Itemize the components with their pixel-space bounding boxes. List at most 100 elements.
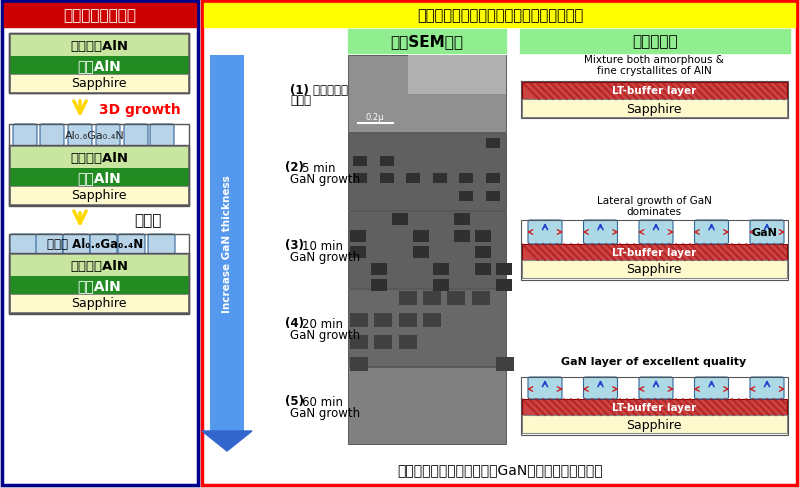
Text: Sapphire: Sapphire <box>71 189 126 202</box>
Bar <box>371 280 387 291</box>
Bar <box>9 34 189 94</box>
Text: 0.2μ: 0.2μ <box>366 112 384 121</box>
Text: LT-buffer layer: LT-buffer layer <box>612 402 696 412</box>
Bar <box>520 30 790 54</box>
Text: 60 min: 60 min <box>302 395 343 407</box>
Bar <box>350 335 368 349</box>
Text: 平坦化: 平坦化 <box>134 213 162 228</box>
FancyBboxPatch shape <box>528 221 562 244</box>
Text: 20 min: 20 min <box>302 317 343 330</box>
Text: (4): (4) <box>285 317 304 330</box>
Bar <box>447 291 466 305</box>
Text: Sapphire: Sapphire <box>626 263 682 276</box>
Bar <box>348 134 506 210</box>
Bar <box>475 230 491 242</box>
Text: GaN growth: GaN growth <box>290 328 360 341</box>
Text: 溅射AlN: 溅射AlN <box>77 59 121 73</box>
Text: 3D growth: 3D growth <box>99 103 181 117</box>
Bar <box>434 263 450 275</box>
Text: 高品质 Al₀.₆Ga₀.₄N: 高品质 Al₀.₆Ga₀.₄N <box>47 238 143 251</box>
Bar <box>380 156 394 166</box>
FancyBboxPatch shape <box>118 235 145 254</box>
FancyBboxPatch shape <box>148 235 175 254</box>
FancyBboxPatch shape <box>583 377 618 399</box>
Bar <box>353 156 367 166</box>
Bar <box>392 214 408 225</box>
Text: Sapphire: Sapphire <box>71 77 126 90</box>
FancyBboxPatch shape <box>583 221 618 244</box>
FancyBboxPatch shape <box>694 377 729 399</box>
Bar <box>380 174 394 184</box>
Bar <box>398 313 417 327</box>
Bar <box>9 253 189 313</box>
Bar <box>398 291 417 305</box>
Text: 5 min: 5 min <box>302 161 335 174</box>
FancyBboxPatch shape <box>694 221 729 244</box>
Bar <box>348 212 506 288</box>
Bar <box>522 100 787 118</box>
Text: Lateral growth of GaN: Lateral growth of GaN <box>597 196 711 205</box>
Bar <box>350 230 366 242</box>
Bar <box>521 82 788 119</box>
Bar <box>413 246 429 259</box>
Bar <box>522 415 787 433</box>
Text: Al₀.₆Ga₀.₄N: Al₀.₆Ga₀.₄N <box>65 131 125 141</box>
Bar <box>454 230 470 242</box>
FancyBboxPatch shape <box>150 125 174 147</box>
Text: Sapphire: Sapphire <box>71 297 126 310</box>
FancyBboxPatch shape <box>68 125 92 147</box>
Bar <box>9 34 189 94</box>
Text: Increase GaN thickness: Increase GaN thickness <box>222 175 232 312</box>
Bar <box>348 367 506 444</box>
Text: 10 min: 10 min <box>302 239 343 252</box>
Bar <box>10 35 188 57</box>
Text: Sapphire: Sapphire <box>626 418 682 430</box>
FancyBboxPatch shape <box>13 125 37 147</box>
Text: GaN growth: GaN growth <box>290 172 360 185</box>
Bar <box>496 357 514 371</box>
Text: GaN growth: GaN growth <box>290 406 360 419</box>
Bar <box>475 263 491 275</box>
Text: 溅射AlN: 溅射AlN <box>77 279 121 292</box>
FancyBboxPatch shape <box>639 377 673 399</box>
Text: 生长模型图: 生长模型图 <box>632 35 678 49</box>
Bar <box>521 221 788 281</box>
Text: dominates: dominates <box>626 206 682 217</box>
Bar <box>374 313 392 327</box>
Polygon shape <box>202 431 252 451</box>
Bar <box>374 335 392 349</box>
Bar <box>350 246 366 259</box>
FancyBboxPatch shape <box>750 221 784 244</box>
Bar <box>348 56 506 133</box>
FancyBboxPatch shape <box>639 221 673 244</box>
Bar <box>10 294 188 312</box>
FancyBboxPatch shape <box>10 235 37 254</box>
FancyBboxPatch shape <box>96 125 120 147</box>
Bar <box>522 83 787 100</box>
Bar <box>9 146 189 205</box>
Text: GaN growth: GaN growth <box>290 250 360 263</box>
Bar <box>496 280 512 291</box>
FancyBboxPatch shape <box>36 235 63 254</box>
Bar <box>496 263 512 275</box>
Text: (2): (2) <box>285 161 304 174</box>
Bar <box>434 280 450 291</box>
Text: 溅射AlN: 溅射AlN <box>77 171 121 184</box>
Bar <box>10 57 188 75</box>
Bar <box>10 254 188 276</box>
Text: LT-buffer layer: LT-buffer layer <box>612 247 696 258</box>
Text: LT-buffer layer: LT-buffer layer <box>612 86 696 96</box>
Bar <box>522 261 787 279</box>
Bar <box>210 56 244 431</box>
Bar <box>202 2 797 485</box>
Bar <box>459 192 474 202</box>
Bar <box>423 313 441 327</box>
Bar <box>406 174 420 184</box>
Bar <box>2 2 198 485</box>
Text: 表面SEM照片: 表面SEM照片 <box>390 35 463 49</box>
Bar <box>350 313 368 327</box>
Text: fine crystallites of AlN: fine crystallites of AlN <box>597 66 711 76</box>
Text: 赤崎教授在诺贝尔演讲中使用的幻灯片摘录: 赤崎教授在诺贝尔演讲中使用的幻灯片摘录 <box>417 8 583 23</box>
Bar <box>459 174 474 184</box>
Bar <box>9 235 189 314</box>
